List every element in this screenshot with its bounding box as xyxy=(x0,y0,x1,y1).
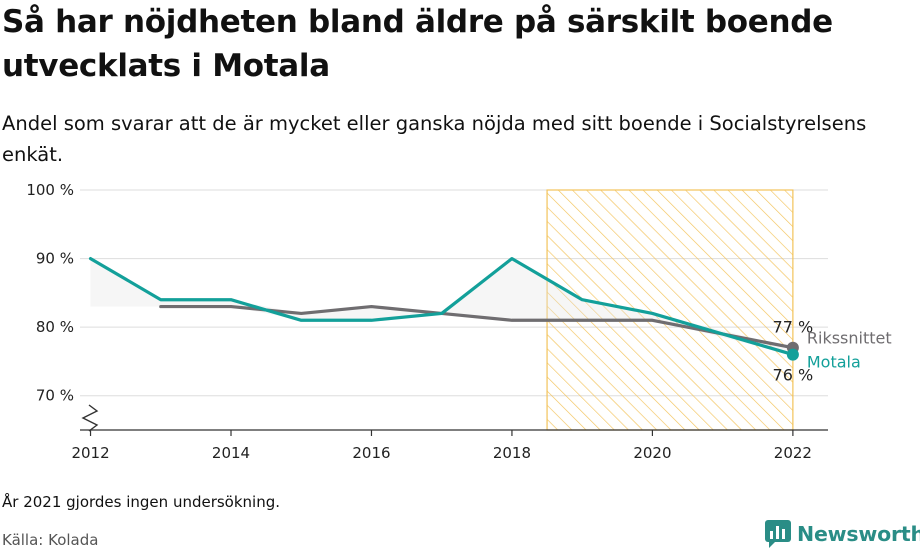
series-end-point-motala xyxy=(786,348,799,361)
axis-break-mark xyxy=(81,404,99,432)
value-label-motala: 76 % xyxy=(773,366,814,385)
y-tick-label: 90 % xyxy=(36,250,74,268)
newsworthy-brand[interactable]: Newsworthy xyxy=(765,519,920,549)
series-label-motala: Motala xyxy=(807,353,861,372)
series-label-rikssnittet: Rikssnittet xyxy=(807,329,892,348)
y-tick-label: 100 % xyxy=(26,181,74,199)
x-tick-label: 2016 xyxy=(352,444,390,462)
y-tick-label: 80 % xyxy=(36,318,74,336)
brand-name: Newsworthy xyxy=(797,522,920,546)
source-credit: Källa: Kolada xyxy=(2,531,99,549)
x-tick-label: 2022 xyxy=(774,444,812,462)
x-tick-label: 2014 xyxy=(212,444,250,462)
highlight-region xyxy=(546,189,794,431)
value-label-rikssnittet: 77 % xyxy=(773,318,814,337)
x-tick-label: 2020 xyxy=(633,444,671,462)
chart-subtitle: Andel som svarar att de är mycket eller … xyxy=(2,112,867,166)
chart-note: År 2021 gjordes ingen undersökning. xyxy=(2,493,281,511)
x-tick-label: 2012 xyxy=(71,444,109,462)
y-tick-label: 70 % xyxy=(36,387,74,405)
newsworthy-logo-icon xyxy=(765,520,791,548)
series-line-motala xyxy=(88,256,795,357)
x-tick-label: 2018 xyxy=(493,444,531,462)
chart-title: Så har nöjdheten bland äldre på särskilt… xyxy=(2,4,833,84)
